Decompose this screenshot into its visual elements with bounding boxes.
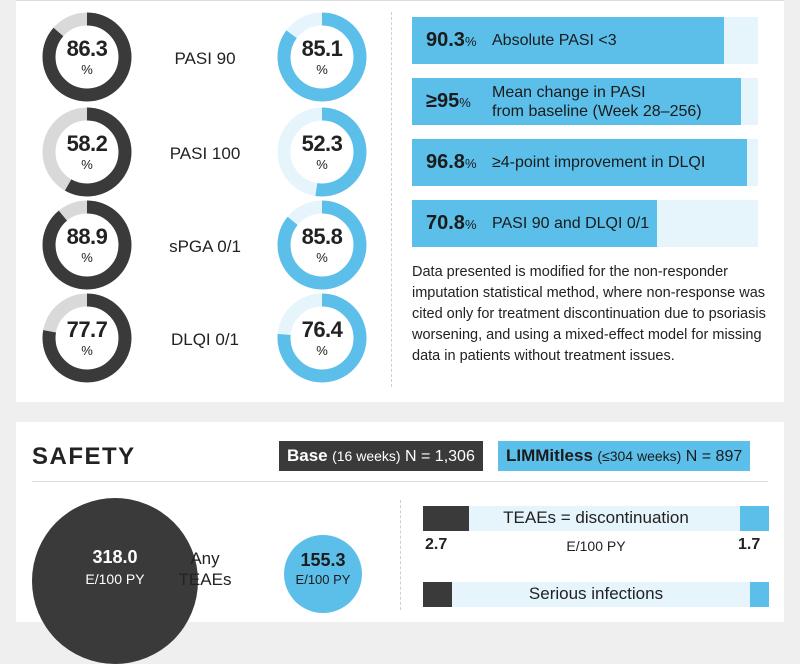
legend-base-name: Base xyxy=(287,446,328,465)
serious-infections-bar: Serious infections xyxy=(423,582,769,607)
base-donut-arc xyxy=(42,200,132,290)
lim-donut-percent: % xyxy=(316,157,328,172)
stat-bar-value: 96.8% xyxy=(426,151,477,173)
lim-donut-svg xyxy=(277,293,367,383)
base-donut-arc xyxy=(42,12,132,102)
any-teaes-line2: TEAEs xyxy=(178,570,232,589)
lim-donut-value: 76.4 xyxy=(301,317,343,342)
any-teaes-label: Any TEAEs xyxy=(170,548,240,590)
lim-donut-percent: % xyxy=(316,62,328,77)
stat-bar-percent: % xyxy=(464,217,477,232)
any-teaes-line1: Any xyxy=(190,549,220,568)
teae-discontinuation-bar: TEAEs = discontinuation xyxy=(423,506,769,531)
lim-donut-svg xyxy=(277,107,367,197)
teae-disc-base-value: 2.7 xyxy=(425,536,448,553)
base-donut-arc xyxy=(42,107,132,197)
stat-bar-text: PASI 90 and DLQI 0/1 xyxy=(492,215,650,232)
base-donut-percent: % xyxy=(81,157,93,172)
methodology-note: Data presented is modified for the non-r… xyxy=(412,264,766,364)
stat-bar-percent: % xyxy=(464,34,477,49)
stat-bar-text: Mean change in PASI from baseline (Week 2… xyxy=(492,84,702,120)
stat-bar: 96.8% ≥4-point improvement in DLQI xyxy=(412,139,758,186)
serious-inf-title: Serious infections xyxy=(528,584,664,603)
stat-bar-value: 70.8% xyxy=(426,212,477,234)
base-donut: 58.2% xyxy=(42,107,132,197)
row-label: PASI 90 xyxy=(174,49,236,68)
lim-donut: 76.4% xyxy=(277,293,367,383)
lim-teae-unit: E/100 PY xyxy=(295,572,351,587)
lim-donut: 85.8% xyxy=(277,200,367,290)
lim-donut: 85.1% xyxy=(277,12,367,102)
lim-donut-arc xyxy=(277,200,367,290)
teae-disc-title: TEAEs = discontinuation xyxy=(503,508,689,527)
lim-donut-value: 85.1 xyxy=(301,36,343,61)
stat-bar-percent: % xyxy=(464,156,477,171)
base-donut-percent: % xyxy=(81,62,93,77)
lim-donut-percent: % xyxy=(316,343,328,358)
column-divider xyxy=(391,12,392,387)
teae-disc-lim-fill xyxy=(740,506,769,531)
lim-teae-value: 155.3 xyxy=(300,550,346,570)
base-donut-arc xyxy=(42,293,132,383)
stat-bar-value: ≥95% xyxy=(426,90,471,112)
stat-bar-text: ≥4-point improvement in DLQI xyxy=(492,154,706,171)
safety-title: SAFETY xyxy=(32,443,136,470)
safety-column-divider xyxy=(400,500,401,610)
lim-donut-value: 85.8 xyxy=(301,224,343,249)
teae-disc-unit: E/100 PY xyxy=(566,538,626,554)
lim-donut-arc xyxy=(277,12,367,102)
stat-bar: 70.8% PASI 90 and DLQI 0/1 xyxy=(412,200,758,247)
lim-donut-value: 52.3 xyxy=(301,131,343,156)
base-teae-unit: E/100 PY xyxy=(85,571,145,587)
base-donut-value: 88.9 xyxy=(66,224,108,249)
lim-donut-percent: % xyxy=(316,250,328,265)
legend-limmitless: LIMMitless (≤304 weeks) N = 897 xyxy=(498,441,751,471)
base-donut-svg xyxy=(42,293,132,383)
lim-donut-arc xyxy=(277,293,367,383)
base-donut-value: 58.2 xyxy=(66,131,108,156)
stat-bar: 90.3% Absolute PASI <3 xyxy=(412,17,758,64)
stat-bar-fill xyxy=(412,139,747,186)
teae-disc-base-fill xyxy=(423,506,469,531)
base-donut-svg xyxy=(42,12,132,102)
stat-bar-fill xyxy=(412,17,725,64)
row-label: DLQI 0/1 xyxy=(170,330,240,349)
stat-bar-fill xyxy=(412,78,741,125)
base-donut: 77.7% xyxy=(42,293,132,383)
base-teae-value: 318.0 xyxy=(92,547,138,567)
lim-donut-arc xyxy=(277,107,367,197)
top-divider xyxy=(16,0,784,1)
base-donut-svg xyxy=(42,200,132,290)
legend-lim-detail: (≤304 weeks) xyxy=(597,448,682,464)
safety-divider xyxy=(32,481,768,482)
lim-donut-svg xyxy=(277,200,367,290)
teae-disc-lim-value: 1.7 xyxy=(738,536,761,553)
stat-bar-fill xyxy=(412,200,657,247)
row-label: PASI 100 xyxy=(169,144,241,163)
base-donut: 88.9% xyxy=(42,200,132,290)
base-donut-value: 86.3 xyxy=(66,36,108,61)
legend-lim-name: LIMMitless xyxy=(506,446,593,465)
base-donut-value: 77.7 xyxy=(66,317,108,342)
legend-base: Base (16 weeks) N = 1,306 xyxy=(279,441,483,471)
legend-base-n: N = 1,306 xyxy=(405,448,475,465)
stat-bar-value: 90.3% xyxy=(426,29,477,51)
stat-bar-percent: % xyxy=(459,95,471,110)
legend-base-detail: (16 weeks) xyxy=(332,448,401,464)
lim-donut: 52.3% xyxy=(277,107,367,197)
base-donut-percent: % xyxy=(81,250,93,265)
lim-donut-svg xyxy=(277,12,367,102)
base-donut: 86.3% xyxy=(42,12,132,102)
row-label: sPGA 0/1 xyxy=(169,237,241,256)
stat-bar-text: Absolute PASI <3 xyxy=(492,32,617,49)
base-donut-percent: % xyxy=(81,343,93,358)
base-donut-svg xyxy=(42,107,132,197)
stat-bar: ≥95% Mean change in PASI from baseline (We… xyxy=(412,78,758,125)
legend-lim-n: N = 897 xyxy=(685,448,743,465)
